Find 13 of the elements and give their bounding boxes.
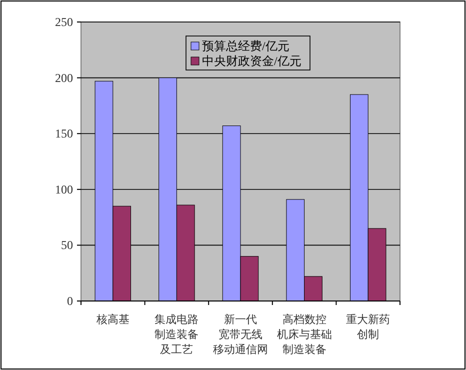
legend-label: 预算总经费/亿元 [202,39,290,53]
y-tick-label: 200 [55,70,73,85]
y-tick-label: 50 [61,238,73,252]
x-tick-label: 集成电路制造装备及工艺 [154,313,199,356]
x-tick-label: 高档数控机床与基础制造装备 [276,313,332,356]
x-tick-label: 核高基 [95,313,130,326]
y-tick-label: 150 [55,126,73,141]
legend-label: 中央财政资金/亿元 [202,54,302,68]
y-tick-label: 250 [55,15,73,29]
y-tick-label: 0 [67,294,73,308]
x-tick-label: 新一代宽带无线移动通信网 [213,313,268,356]
x-tick-label: 重大新药创制 [346,313,390,341]
y-tick-label: 100 [55,182,73,196]
